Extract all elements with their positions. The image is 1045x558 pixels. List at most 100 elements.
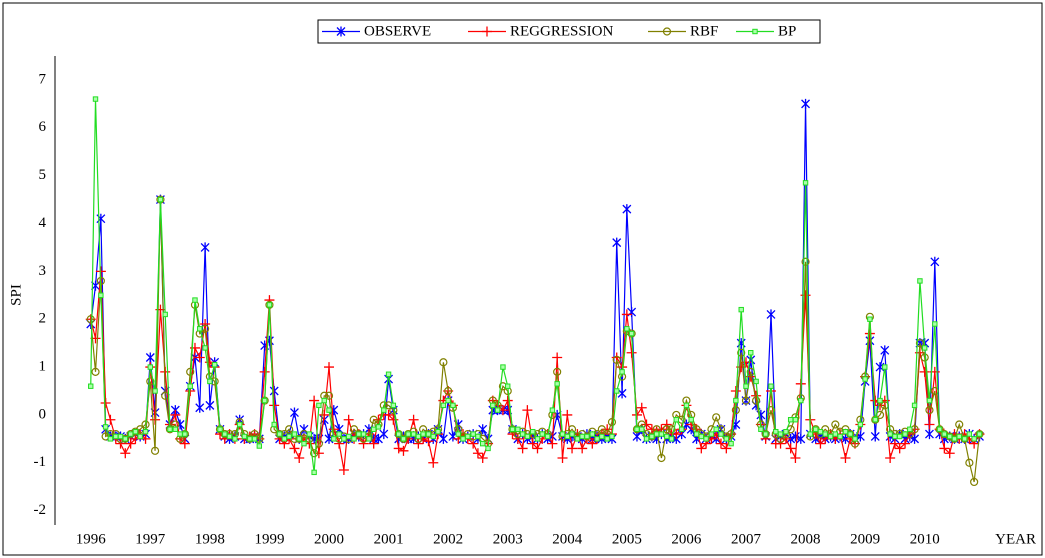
point <box>439 358 448 367</box>
point <box>607 418 617 427</box>
point <box>643 436 650 442</box>
point <box>777 431 784 437</box>
point <box>368 438 379 449</box>
point <box>785 443 796 454</box>
point <box>557 453 568 463</box>
point <box>345 433 352 440</box>
point <box>847 431 853 437</box>
point <box>939 443 950 454</box>
point <box>291 431 298 437</box>
point <box>766 406 776 415</box>
point <box>941 431 948 437</box>
point <box>802 180 809 186</box>
x-tick-label: 2008 <box>791 531 821 547</box>
point <box>887 431 893 437</box>
point <box>693 431 700 437</box>
point <box>86 315 95 324</box>
point <box>195 402 205 413</box>
point <box>200 319 211 329</box>
point <box>831 420 840 429</box>
point <box>594 436 600 442</box>
point <box>502 395 513 406</box>
x-tick-label: 2004 <box>552 531 583 547</box>
point <box>375 424 382 430</box>
point <box>837 433 843 440</box>
y-tick-label: 2 <box>39 311 47 327</box>
y-tick-label: -1 <box>34 454 47 470</box>
point <box>92 96 99 102</box>
point <box>428 457 439 468</box>
point <box>762 431 769 437</box>
point <box>383 409 394 420</box>
point <box>733 397 739 404</box>
point <box>726 429 736 439</box>
point <box>673 417 679 423</box>
point <box>222 431 228 437</box>
point <box>343 414 354 425</box>
point <box>662 425 671 434</box>
point <box>783 428 789 435</box>
point <box>331 436 337 442</box>
point <box>142 428 149 435</box>
point <box>435 428 441 435</box>
point <box>398 445 409 456</box>
point <box>251 436 258 442</box>
point <box>609 433 615 440</box>
point <box>396 431 402 437</box>
point <box>438 433 448 444</box>
point <box>194 352 205 363</box>
x-tick-label: 1996 <box>76 531 107 547</box>
point <box>947 433 953 440</box>
point <box>880 345 890 356</box>
point <box>896 433 903 440</box>
point <box>122 436 128 442</box>
point <box>549 407 556 413</box>
point <box>951 436 958 442</box>
point <box>410 431 417 437</box>
point <box>661 419 672 430</box>
point <box>530 428 536 435</box>
point <box>310 449 319 458</box>
point <box>812 426 819 432</box>
point <box>900 438 911 449</box>
point <box>852 436 858 442</box>
point <box>100 397 111 408</box>
point <box>182 431 188 437</box>
point <box>822 431 828 437</box>
point <box>202 345 208 351</box>
point <box>544 433 551 440</box>
point <box>619 369 625 375</box>
point <box>275 429 284 439</box>
point <box>614 388 620 394</box>
point <box>604 436 610 442</box>
point <box>517 443 528 454</box>
x-tick-label: 2002 <box>433 531 463 547</box>
x-tick-label: 2010 <box>910 531 940 547</box>
point <box>971 436 977 442</box>
point <box>394 429 403 439</box>
point <box>356 431 362 437</box>
point <box>494 407 501 413</box>
point <box>728 440 734 447</box>
point <box>870 431 880 442</box>
point <box>930 256 940 267</box>
series <box>88 96 983 476</box>
point <box>390 402 397 409</box>
point <box>790 431 800 442</box>
point <box>534 436 541 442</box>
point <box>236 421 243 428</box>
point <box>314 439 323 448</box>
point <box>919 366 930 377</box>
point <box>522 405 533 416</box>
point <box>366 436 372 442</box>
point <box>465 433 471 440</box>
x-tick-label: 1997 <box>135 531 166 547</box>
point <box>338 464 349 475</box>
point <box>683 402 690 409</box>
point <box>137 433 143 440</box>
point <box>815 438 826 449</box>
point <box>574 436 581 442</box>
legend-marker <box>482 26 492 37</box>
legend-label: OBSERVE <box>364 23 431 39</box>
point <box>440 402 447 409</box>
